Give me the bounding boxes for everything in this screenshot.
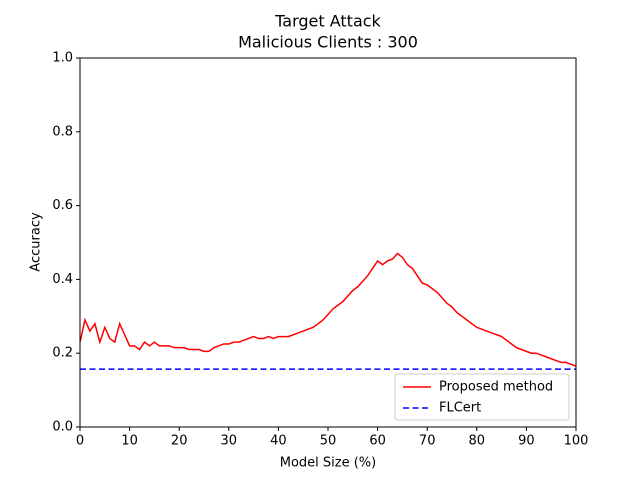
y-tick-label: 0.2 <box>52 346 73 361</box>
y-tick-label: 0.6 <box>52 198 73 213</box>
x-tick-label: 70 <box>419 434 436 449</box>
chart-title: Target Attack <box>274 12 381 31</box>
y-tick-label: 1.0 <box>52 51 73 66</box>
chart-subtitle: Malicious Clients : 300 <box>238 33 418 52</box>
legend-label: Proposed method <box>439 380 553 395</box>
x-tick-label: 40 <box>270 434 287 449</box>
y-tick-label: 0.4 <box>52 272 73 287</box>
x-tick-label: 20 <box>171 434 188 449</box>
y-tick-label: 0.0 <box>52 420 73 435</box>
legend-label: FLCert <box>439 401 481 416</box>
y-axis-label: Accuracy <box>29 212 44 272</box>
legend: Proposed method FLCert <box>394 373 570 421</box>
y-tick-label: 0.8 <box>52 124 73 139</box>
x-axis-label: Model Size (%) <box>280 456 376 471</box>
x-tick-label: 0 <box>76 434 84 449</box>
plot-frame <box>79 57 577 428</box>
x-tick-label: 30 <box>221 434 238 449</box>
x-tick-label: 10 <box>121 434 138 449</box>
x-tick-label: 90 <box>518 434 535 449</box>
x-tick-label: 60 <box>369 434 386 449</box>
x-tick-label: 100 <box>564 434 589 449</box>
x-tick-label: 80 <box>469 434 486 449</box>
data-line <box>79 252 577 367</box>
x-tick-label: 50 <box>320 434 337 449</box>
legend-box <box>394 373 570 421</box>
